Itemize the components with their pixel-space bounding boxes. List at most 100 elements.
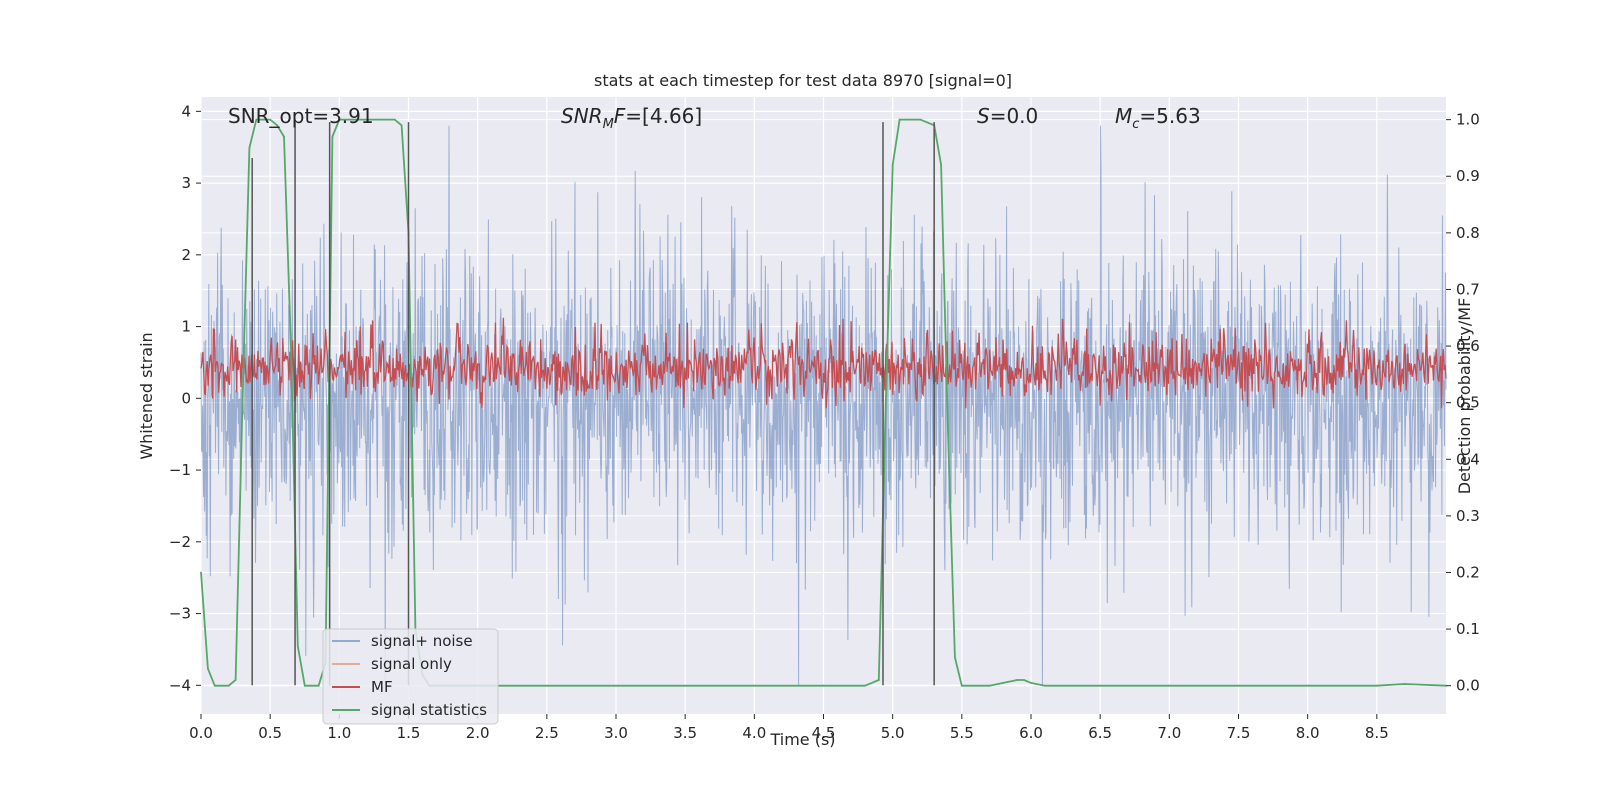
annotation-s-value: =0.0 <box>990 104 1039 128</box>
y-axis-right: 0.0 0.1 0.2 0.3 0.4 0.5 0.6 0.7 0.8 0.9 1.0 <box>1446 111 1480 695</box>
y-tick-label-left: 4 <box>181 102 191 120</box>
y-tick-label-right: 1.0 <box>1456 111 1480 129</box>
x-tick-label: 4.5 <box>812 724 836 742</box>
y-tick-label-left: −4 <box>169 676 191 694</box>
signal-statistics-point <box>1375 684 1378 687</box>
x-tick-label: 0.0 <box>189 724 213 742</box>
y-tick-label-left: −1 <box>169 461 191 479</box>
signal-statistics-point <box>393 118 396 121</box>
annotation-s-name: S <box>977 104 990 128</box>
y-tick-label-right: 0.8 <box>1456 224 1480 242</box>
x-tick-label: 8.0 <box>1296 724 1320 742</box>
x-tick-label: 1.0 <box>327 724 351 742</box>
annotation-snr-mf-sub: M <box>603 117 614 132</box>
signal-statistics-point <box>1168 684 1171 687</box>
x-tick-label: 5.0 <box>881 724 905 742</box>
y-tick-label-left: 0 <box>181 389 191 407</box>
x-tick-label: 0.5 <box>258 724 282 742</box>
legend-label-signal-statistics: signal statistics <box>371 701 487 719</box>
annotation-snr-mf-rest: F <box>614 104 626 128</box>
signal-statistics-point <box>200 571 202 574</box>
y-tick-label-right: 0.6 <box>1456 337 1480 355</box>
signal-statistics-point <box>234 679 237 681</box>
y-tick-label-left: 1 <box>181 318 191 336</box>
signal-statistics-point <box>864 684 866 687</box>
signal-statistics-point <box>331 135 334 138</box>
signal-statistics-point <box>884 401 887 404</box>
legend-box <box>322 628 499 725</box>
signal-statistics-point <box>317 684 320 687</box>
y-tick-label-left: 3 <box>181 174 191 192</box>
signal-statistics-point <box>1016 679 1019 681</box>
y-tick-label-right: 0.9 <box>1456 167 1480 185</box>
annotation-s: S=0.0 <box>977 104 1038 128</box>
chart-title: stats at each timestep for test data 897… <box>594 71 1012 90</box>
signal-statistics-point <box>891 164 894 166</box>
signal-statistics-point <box>213 684 216 687</box>
signal-statistics-point <box>822 684 825 687</box>
signal-statistics-point <box>366 118 368 121</box>
signal-statistics-point <box>960 684 963 687</box>
signal-statistics-point <box>255 118 258 121</box>
annotation-snr-opt: SNR_opt=3.91 <box>228 104 374 128</box>
legend-label-signal-noise: signal+ noise <box>371 632 473 650</box>
signal-statistics-point <box>207 667 209 670</box>
y-tick-label-right: 0.4 <box>1456 450 1480 468</box>
x-tick-label: 6.5 <box>1088 724 1112 742</box>
signal-statistics-point <box>1002 682 1005 684</box>
x-tick-label: 3.5 <box>673 724 697 742</box>
y-tick-label-left: −2 <box>169 533 191 551</box>
signal-statistics-point <box>988 684 991 687</box>
signal-statistics-point <box>1403 683 1406 685</box>
annotation-mc-sub: c <box>1132 117 1139 132</box>
signal-statistics-point <box>262 118 265 121</box>
y-tick-label-right: 0.3 <box>1456 507 1480 525</box>
y-tick-label-right: 0.2 <box>1456 563 1480 581</box>
signal-statistics-point <box>947 430 949 432</box>
signal-statistics-point <box>1023 679 1025 681</box>
x-tick-label: 6.0 <box>1019 724 1043 742</box>
signal-statistics-point <box>345 118 348 121</box>
signal-statistics-point <box>310 684 313 687</box>
signal-statistics-point <box>940 164 942 166</box>
x-tick-label: 2.5 <box>535 724 559 742</box>
x-tick-label: 4.0 <box>742 724 766 742</box>
annotation-snr-mf-value: =[4.66] <box>625 104 702 128</box>
x-tick-label: 8.5 <box>1365 724 1389 742</box>
signal-statistics-point <box>400 124 403 127</box>
signal-statistics-point <box>303 684 306 687</box>
y-tick-label-right: 0.5 <box>1456 394 1480 412</box>
y-tick-label-left: −3 <box>169 605 191 623</box>
annotation-snr-mf-name: SNR <box>561 104 603 128</box>
signal-statistics-point <box>248 147 251 149</box>
x-tick-label: 1.5 <box>397 724 421 742</box>
signal-statistics-point <box>269 118 272 121</box>
signal-statistics-point <box>241 401 244 404</box>
signal-statistics-point <box>290 345 292 347</box>
y-axis-left: −4 −3 −2 −1 0 1 2 3 4 <box>169 102 201 694</box>
signal-statistics-point <box>296 645 299 647</box>
annotation-mc: Mc=5.63 <box>1115 104 1201 132</box>
signal-statistics-point <box>1099 684 1102 687</box>
signal-statistics-point <box>379 118 382 121</box>
legend-label-signal-only: signal only <box>371 655 452 673</box>
x-axis-label: Time (s) <box>769 730 835 749</box>
signal-statistics-point <box>1237 684 1240 687</box>
x-tick-label: 7.0 <box>1157 724 1181 742</box>
x-tick-label: 3.0 <box>604 724 628 742</box>
signal-statistics-point <box>283 135 285 138</box>
signal-statistics-point <box>1043 684 1046 687</box>
legend-label-mf: MF <box>371 678 393 696</box>
signal-statistics-point <box>905 118 908 121</box>
signal-statistics-point <box>220 684 223 687</box>
y-tick-label-right: 0.0 <box>1456 677 1480 695</box>
x-axis: 0.0 0.5 1.0 1.5 2.0 2.5 3.0 3.5 4.0 4.5 5.0 5.5 6.0 6… <box>189 714 1389 742</box>
signal-statistics-point <box>898 118 901 121</box>
signal-statistics-point <box>276 124 278 127</box>
x-tick-label: 5.5 <box>950 724 974 742</box>
signal-statistics-point <box>1030 682 1032 684</box>
signal-statistics-point <box>753 684 756 687</box>
x-tick-label: 7.5 <box>1227 724 1251 742</box>
signal-statistics-point <box>919 118 922 121</box>
